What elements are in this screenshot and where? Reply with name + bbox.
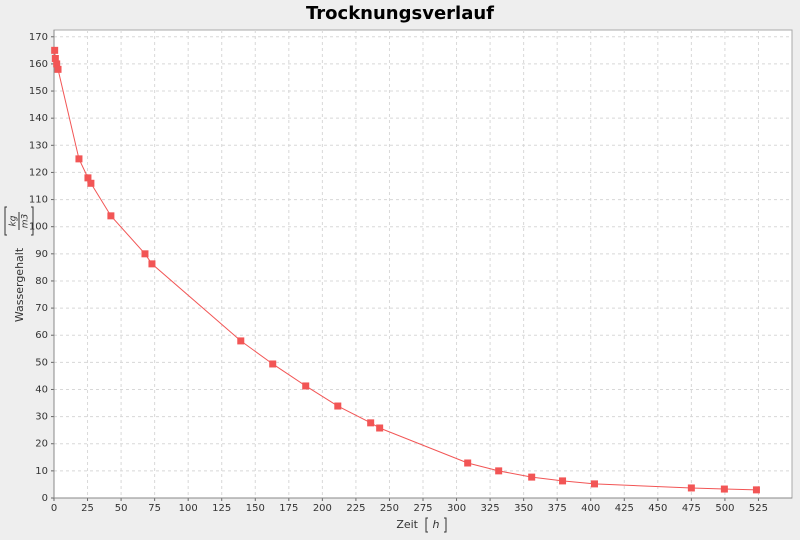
data-point — [107, 212, 115, 220]
chart-title: Trocknungsverlauf — [306, 3, 494, 24]
data-point — [51, 46, 59, 54]
data-point — [141, 250, 149, 258]
data-point — [75, 155, 83, 163]
data-point — [687, 484, 695, 492]
data-point — [269, 360, 277, 368]
data-point — [51, 54, 59, 62]
y-tick-label: 130 — [29, 140, 48, 151]
x-tick-label: 450 — [648, 503, 667, 514]
data-point — [148, 260, 156, 268]
data-point — [237, 337, 245, 345]
x-axis-label: Zeit — [396, 518, 418, 531]
data-point — [53, 60, 61, 68]
x-tick-label: 25 — [81, 503, 94, 514]
data-point — [376, 424, 384, 432]
y-tick-label: 40 — [35, 384, 48, 395]
x-unit: h — [425, 517, 447, 533]
x-tick-label: 50 — [115, 503, 128, 514]
y-tick-label: 50 — [35, 357, 48, 368]
y-tick-label: 80 — [35, 276, 48, 287]
bracket — [425, 517, 447, 533]
data-point — [752, 486, 760, 494]
x-tick-label: 425 — [615, 503, 634, 514]
data-point — [334, 402, 342, 410]
data-line — [54, 50, 757, 491]
x-tick-label: 500 — [715, 503, 734, 514]
x-tick-label: 375 — [548, 503, 567, 514]
y-unit-denominator: m3 — [21, 213, 31, 228]
y-unit-numerator: kg — [9, 215, 19, 226]
x-tick-label: 350 — [514, 503, 533, 514]
data-point — [302, 382, 310, 390]
x-tick-label: 250 — [380, 503, 399, 514]
y-tick-label: 0 — [42, 493, 48, 504]
x-tick-label: 525 — [749, 503, 768, 514]
x-tick-label: 200 — [313, 503, 332, 514]
data-point — [367, 419, 375, 427]
y-tick-label: 30 — [35, 412, 48, 423]
data-point — [84, 174, 92, 182]
x-tick-label: 125 — [212, 503, 231, 514]
x-tick-label: 300 — [447, 503, 466, 514]
data-point — [559, 477, 567, 485]
x-tick-label: 225 — [346, 503, 365, 514]
data-point — [54, 65, 62, 73]
y-tick-label: 170 — [29, 32, 48, 43]
y-tick-label: 100 — [29, 222, 48, 233]
y-tick-label: 110 — [29, 195, 48, 206]
x-tick-label: 100 — [179, 503, 198, 514]
data-point — [87, 179, 95, 187]
data-point — [528, 473, 536, 481]
y-tick-label: 150 — [29, 86, 48, 97]
data-point — [464, 459, 472, 467]
y-tick-label: 90 — [35, 249, 48, 260]
x-tick-label: 75 — [148, 503, 161, 514]
x-tick-label: 275 — [413, 503, 432, 514]
y-tick-label: 60 — [35, 330, 48, 341]
bracket — [4, 206, 34, 236]
y-axis-title: Wassergehalt kg m3 — [4, 206, 34, 322]
x-tick-label: 0 — [51, 503, 57, 514]
y-tick-label: 160 — [29, 59, 48, 70]
x-unit-text: h — [433, 518, 440, 531]
y-tick-label: 20 — [35, 439, 48, 450]
x-tick-label: 325 — [481, 503, 500, 514]
x-tick-label: 400 — [581, 503, 600, 514]
y-tick-label: 10 — [35, 466, 48, 477]
x-tick-label: 475 — [682, 503, 701, 514]
y-tick-label: 120 — [29, 167, 48, 178]
x-tick-label: 175 — [279, 503, 298, 514]
y-tick-label: 70 — [35, 303, 48, 314]
data-point — [590, 480, 598, 488]
data-point — [495, 467, 503, 475]
y-tick-label: 140 — [29, 113, 48, 124]
x-tick-label: 150 — [246, 503, 265, 514]
data-point — [720, 485, 728, 493]
y-axis-label: Wassergehalt — [13, 247, 26, 322]
